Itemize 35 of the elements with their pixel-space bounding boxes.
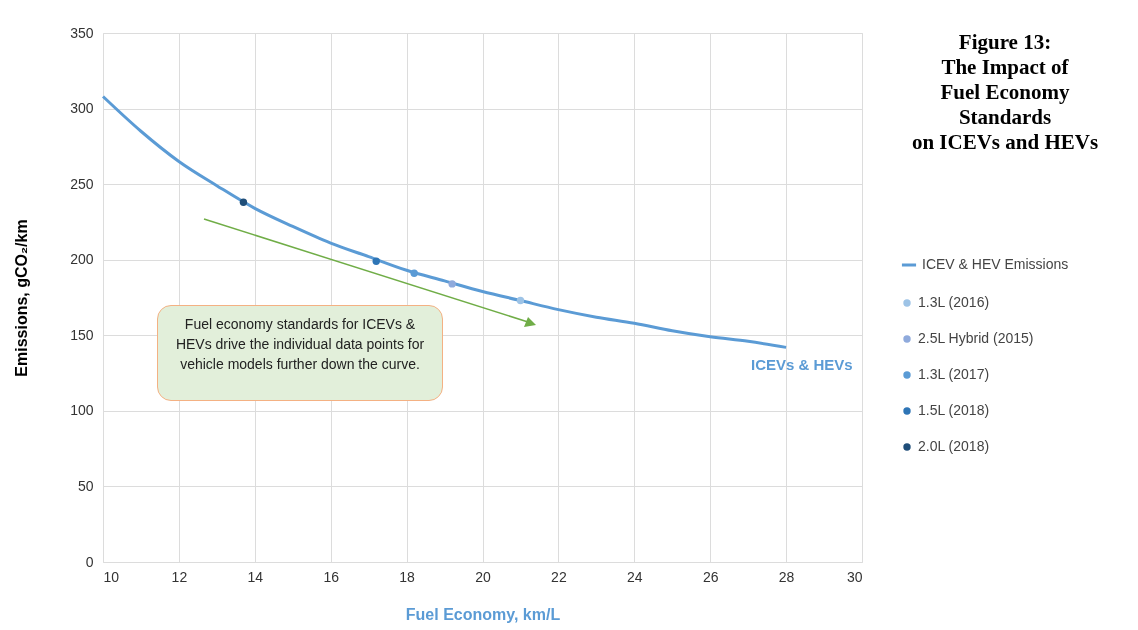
x-tick-label: 22 (551, 568, 567, 585)
x-axis-title: Fuel Economy, km/L (405, 605, 561, 623)
x-tick-label: 28 (778, 568, 795, 585)
x-tick-label: 18 (399, 568, 416, 585)
point (372, 257, 380, 265)
x-tick-label: 30 (846, 568, 863, 585)
legend-label: 1.3L (2017) (918, 366, 990, 382)
point (410, 269, 418, 278)
point (239, 198, 248, 206)
y-tick-label: 0 (85, 553, 94, 570)
point (516, 296, 525, 305)
x-tick-label: 24 (627, 568, 643, 585)
callout-box: Fuel economy standards for ICEVs & HEVs drive the individual data points for vehicle models further down the curve. (157, 305, 443, 401)
x-tick-label: 20 (475, 568, 491, 585)
x-tick-label: 12 (171, 568, 188, 585)
legend-label: 2.5L Hybrid (2015) (918, 330, 1034, 346)
y-tick-label: 100 (70, 402, 94, 419)
y-tick-label: 350 (70, 24, 94, 41)
legend-label: ICEV & HEV Emissions (922, 256, 1069, 272)
legend-label: 2.0L (2018) (918, 438, 990, 454)
text: Figure 13: The Impact of Fuel Economy Standards on ICEVs and HEVs (910, 30, 1100, 155)
x-tick-label: 26 (702, 568, 719, 585)
y-tick-label: 50 (77, 477, 94, 494)
point (448, 280, 456, 288)
legend-label: 1.3L (2016) (918, 294, 990, 310)
x-tick-label: 10 (103, 568, 120, 585)
y-tick-label: 200 (70, 251, 94, 268)
y-axis-title: Emissions, gCO₂/km (13, 219, 31, 377)
y-tick-label: 150 (70, 326, 94, 343)
annotation: ICEVs & HEVs (751, 356, 853, 373)
legend-label: 1.5L (2018) (918, 402, 990, 418)
y-tick-label: 250 (70, 175, 94, 192)
x-tick-label: 14 (247, 568, 264, 585)
x-tick-label: 16 (323, 568, 340, 585)
y-tick-label: 300 (70, 100, 94, 117)
